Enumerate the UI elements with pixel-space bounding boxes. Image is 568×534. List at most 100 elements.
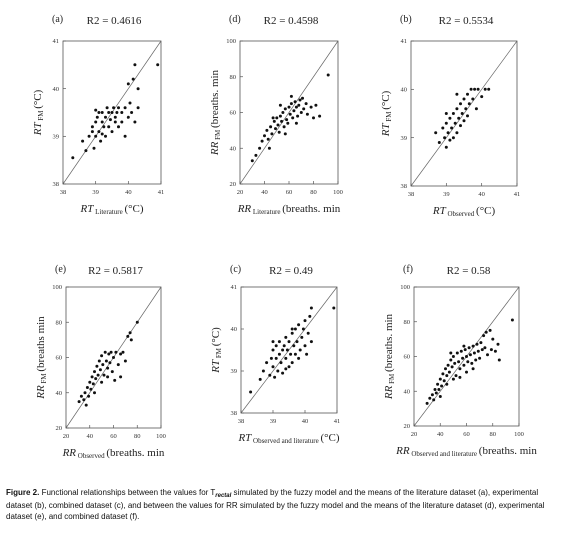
data-point [282, 125, 286, 129]
data-point [277, 340, 281, 344]
identity-line [410, 40, 518, 187]
y-tick-label: 40 [230, 145, 237, 152]
data-point [309, 306, 313, 310]
panel-label: (a) [52, 14, 63, 25]
data-point [301, 96, 304, 100]
chart-panel-5: 20 40 60 80 100 20 40 60 80 100 (f) R2 = 0.58 RR Obs… [383, 264, 537, 458]
data-point [273, 375, 277, 379]
data-point [449, 351, 453, 355]
x-tick-label: 100 [514, 431, 524, 438]
data-point [281, 371, 285, 375]
data-point [102, 373, 106, 377]
data-point [471, 344, 475, 348]
data-point [89, 387, 93, 391]
x-tick-label: 100 [156, 433, 166, 440]
x-tick-label: 40 [478, 191, 485, 198]
data-point [114, 350, 118, 354]
data-point [428, 396, 432, 400]
data-point [465, 370, 468, 374]
y-tick-label: 41 [401, 38, 408, 45]
x-axis-label-main: RR [237, 203, 252, 215]
data-point [128, 331, 132, 335]
y-axis-label: RT FM (°C) [380, 90, 393, 137]
data-point [466, 360, 470, 364]
y-axis-label: RR FM (breaths. min [209, 69, 222, 156]
y-axis-label-sub: FM [37, 109, 45, 123]
data-point [458, 367, 462, 371]
data-point [112, 356, 115, 359]
x-axis-label-unit: (breaths. min [106, 447, 165, 459]
data-point [123, 134, 127, 138]
y-tick-label: 38 [231, 410, 238, 417]
data-point [448, 138, 452, 142]
data-point [450, 126, 454, 130]
data-point [446, 363, 450, 367]
y-tick-label: 38 [401, 183, 408, 190]
data-point [97, 111, 101, 114]
r-squared-symbol: R [269, 265, 277, 277]
data-point [106, 366, 110, 370]
data-point [131, 77, 135, 81]
data-point [297, 103, 301, 107]
data-point [287, 105, 291, 109]
data-point [123, 106, 127, 110]
data-point [425, 401, 429, 405]
data-point [466, 92, 469, 96]
data-point [453, 361, 457, 365]
y-tick-label: 20 [230, 181, 237, 188]
data-point [305, 112, 309, 116]
y-axis-label-unit: (breaths min [35, 316, 47, 372]
data-point [101, 363, 105, 367]
data-point [271, 365, 275, 369]
x-axis-label: RT Literature (°C) [80, 203, 144, 216]
data-point [280, 119, 284, 123]
data-point [269, 125, 273, 129]
data-point [459, 102, 462, 106]
data-point [293, 327, 297, 331]
data-point [284, 367, 288, 371]
data-point [126, 115, 130, 119]
data-point [288, 112, 292, 116]
caption-label: Figure 2. [6, 488, 40, 497]
r-squared-symbol: R [264, 15, 272, 27]
data-point [467, 346, 471, 350]
data-point [474, 107, 478, 111]
x-tick-label: 100 [333, 189, 343, 196]
data-point [451, 136, 455, 140]
y-axis-label-sub: FM [388, 372, 396, 386]
data-point [510, 318, 514, 322]
x-tick-label: 38 [238, 418, 245, 425]
chart-panel-2: 38 39 40 41 38 39 40 41 (b) R2 = 0.5534 RT Observe… [380, 14, 520, 218]
data-point [290, 331, 294, 335]
y-axis-label-sub: FM [215, 346, 223, 360]
y-axis-label-main: RT [380, 123, 392, 138]
x-axis-label-main: RR [395, 445, 410, 457]
data-point [300, 335, 304, 339]
data-point [104, 134, 107, 138]
data-point [271, 116, 275, 120]
data-point [254, 153, 258, 157]
data-point [472, 351, 476, 355]
data-point [293, 352, 297, 356]
y-axis-label-sub: FM [385, 110, 393, 124]
x-axis-label: RR Literature (breaths. min [237, 203, 341, 216]
data-point [79, 394, 83, 398]
plot-frame [62, 40, 162, 185]
x-axis-label-main: RR [62, 447, 77, 459]
x-axis-label-sub: Observed [446, 210, 476, 218]
data-point [433, 388, 437, 391]
data-point [100, 132, 104, 136]
data-point [71, 156, 75, 160]
data-point [480, 348, 484, 352]
y-tick-label: 40 [231, 326, 238, 333]
data-point [291, 116, 295, 120]
y-tick-label: 60 [230, 110, 237, 117]
data-point [449, 358, 453, 362]
x-axis-label-sub: Observed and literature [410, 450, 479, 458]
data-point [454, 374, 458, 378]
data-point [104, 359, 108, 363]
r-squared-label: R2 = 0.5534 [439, 15, 494, 27]
chart-panel-0: 38 39 40 41 38 39 40 41 (a) R2 = 0.4616 RT Literat… [32, 14, 164, 216]
x-axis-label-unit: (°C) [124, 203, 143, 215]
